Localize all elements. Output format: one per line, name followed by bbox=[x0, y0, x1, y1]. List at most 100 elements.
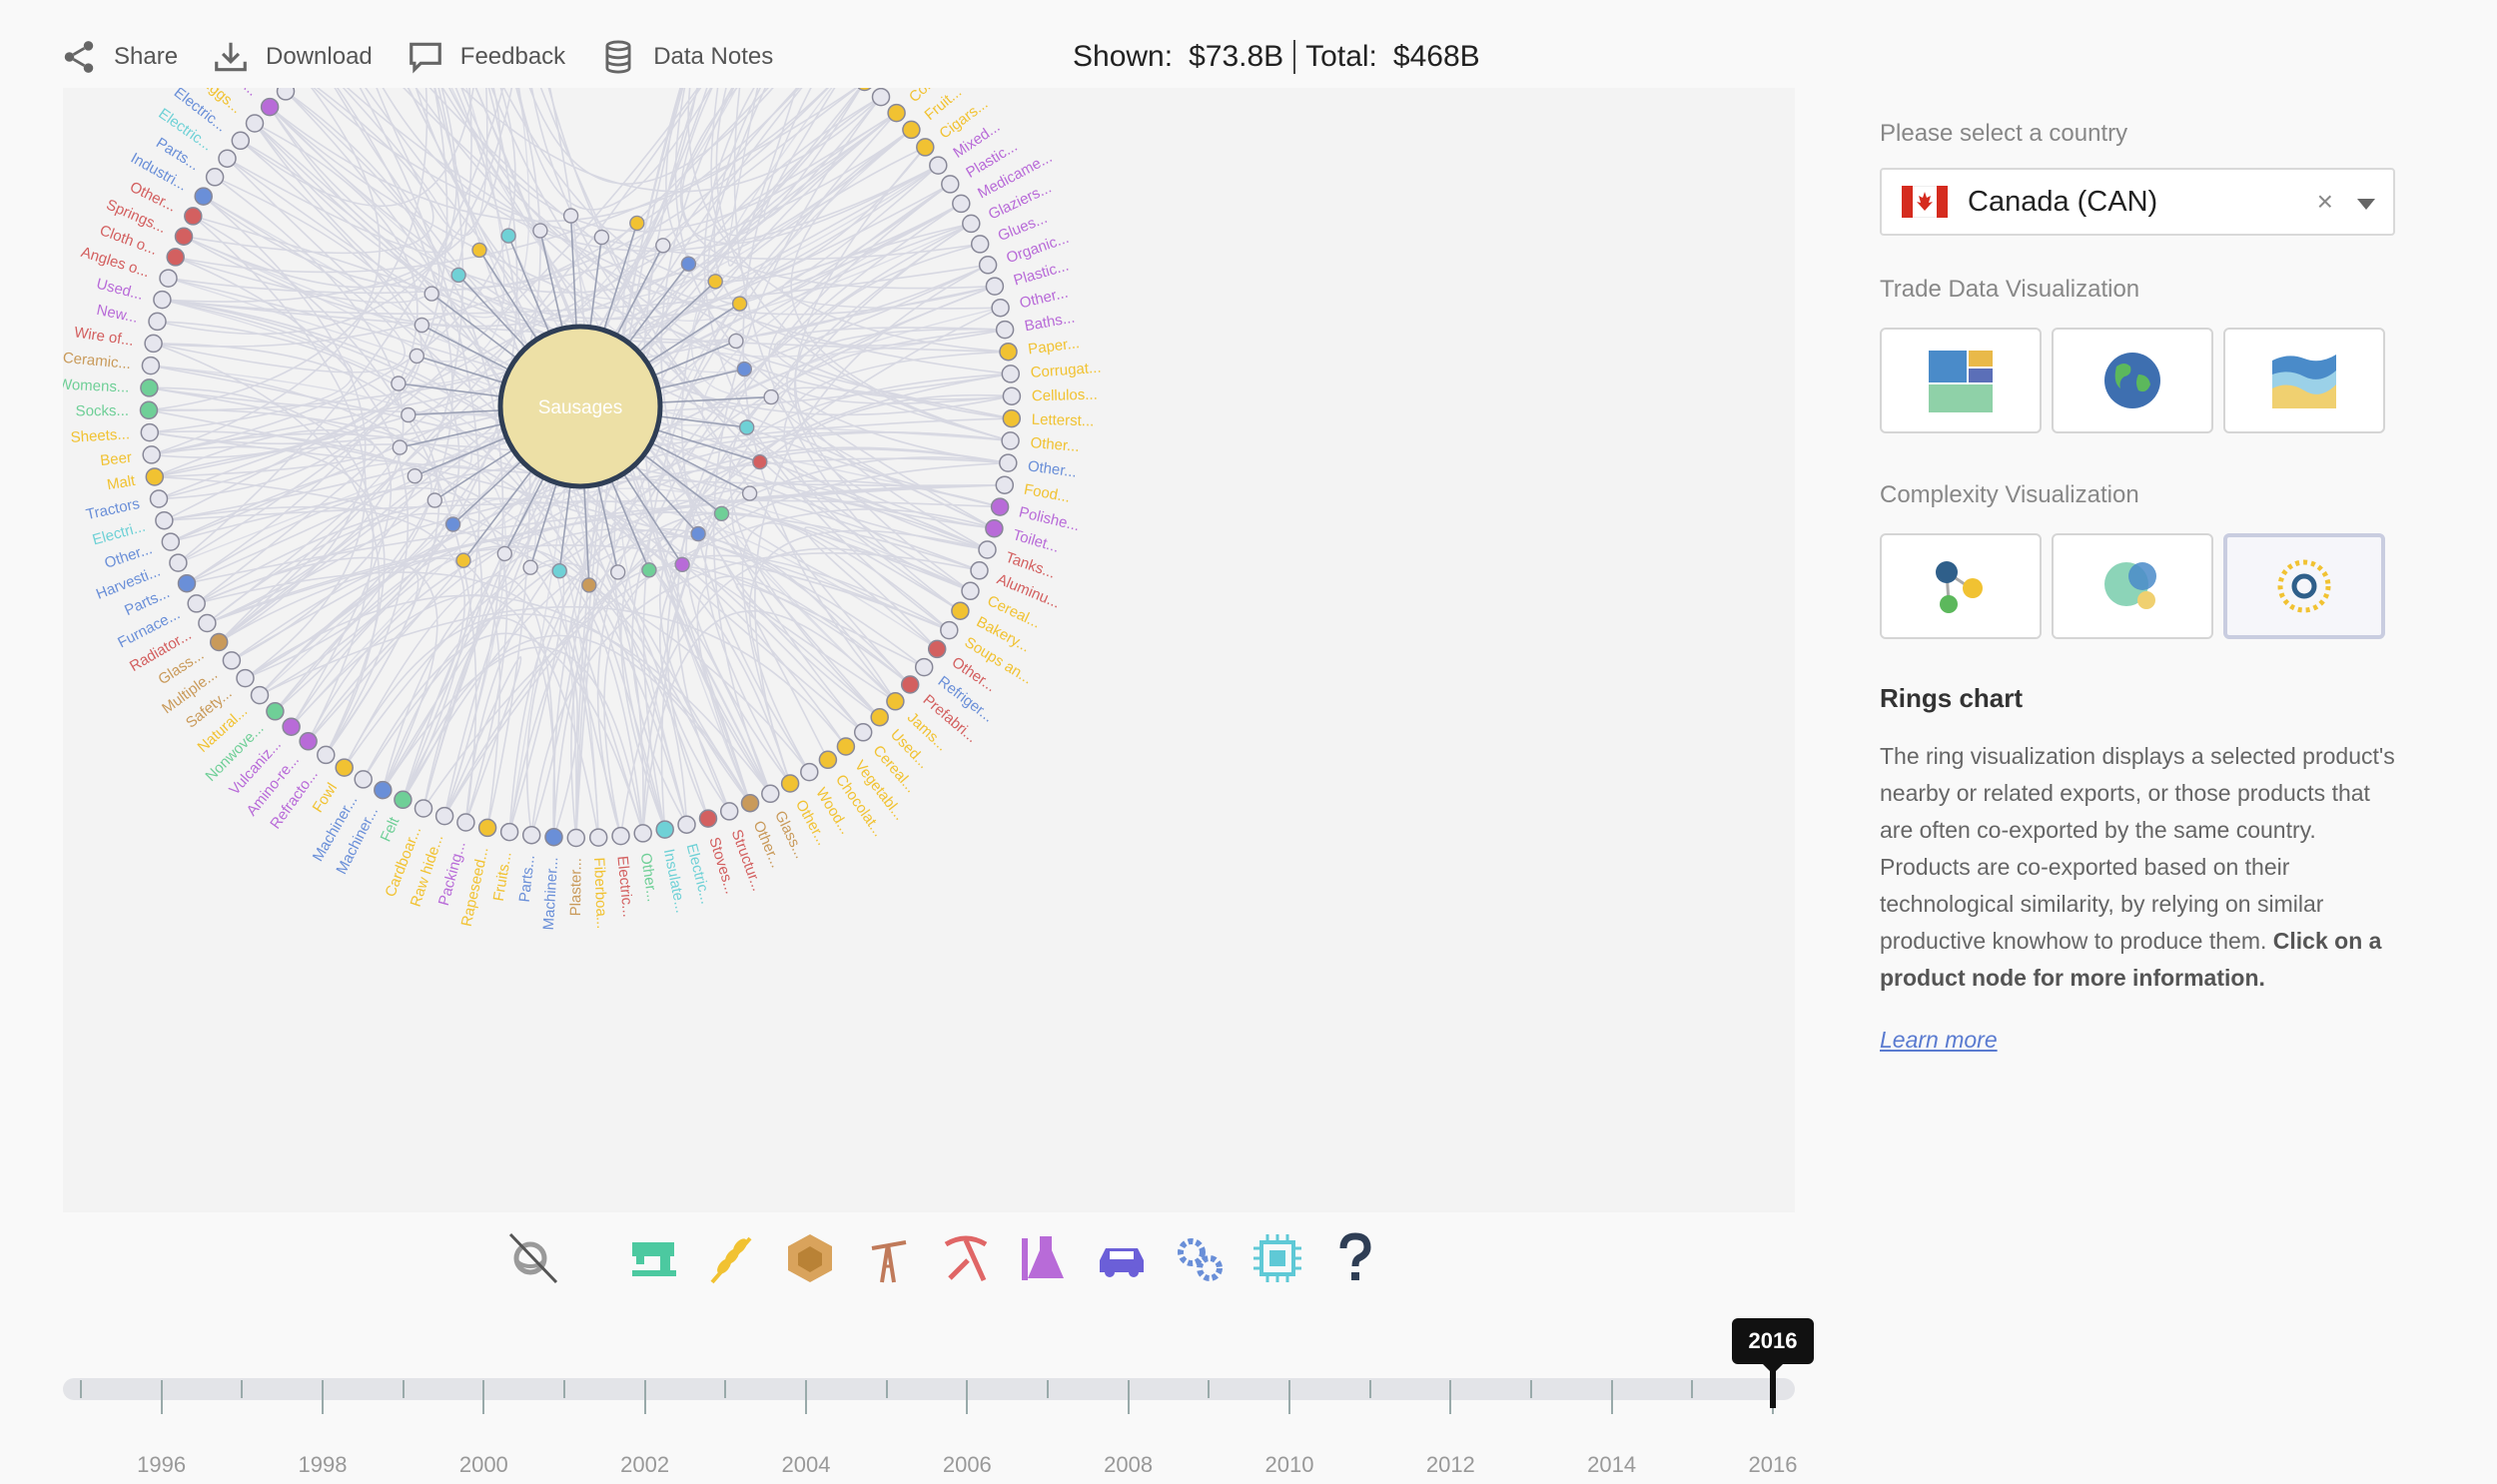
inner-product-node[interactable] bbox=[423, 286, 439, 302]
product-label[interactable]: Insulate... bbox=[660, 848, 689, 915]
inner-product-node[interactable] bbox=[450, 267, 466, 284]
outer-product-node[interactable] bbox=[818, 750, 838, 770]
outer-product-node[interactable] bbox=[231, 131, 251, 151]
outer-product-node[interactable] bbox=[153, 290, 172, 310]
outer-product-node[interactable] bbox=[962, 214, 981, 234]
outer-product-node[interactable] bbox=[149, 489, 169, 508]
outer-product-node[interactable] bbox=[198, 613, 217, 633]
inner-product-node[interactable] bbox=[401, 406, 416, 423]
product-label[interactable]: Womens... bbox=[63, 375, 130, 395]
outer-product-node[interactable] bbox=[140, 378, 159, 397]
outer-product-node[interactable] bbox=[856, 88, 873, 92]
outer-product-node[interactable] bbox=[853, 723, 873, 742]
inner-product-node[interactable] bbox=[680, 256, 697, 272]
outer-product-node[interactable] bbox=[434, 806, 454, 826]
outer-product-node[interactable] bbox=[916, 138, 935, 157]
product-label[interactable]: Tractors bbox=[85, 495, 142, 523]
timeline-year-label[interactable]: 2014 bbox=[1587, 1452, 1637, 1477]
outer-product-node[interactable] bbox=[140, 422, 160, 442]
product-label[interactable]: New... bbox=[95, 302, 139, 327]
outer-product-node[interactable] bbox=[900, 675, 920, 694]
outer-product-node[interactable] bbox=[194, 187, 213, 206]
outer-product-node[interactable] bbox=[456, 813, 475, 832]
share-button[interactable]: Share bbox=[60, 38, 178, 76]
inner-product-node[interactable] bbox=[581, 577, 597, 593]
outer-product-node[interactable] bbox=[970, 235, 990, 254]
outer-product-node[interactable] bbox=[990, 497, 1010, 516]
outer-product-node[interactable] bbox=[719, 802, 739, 821]
vehicles-filter-button[interactable] bbox=[1094, 1230, 1150, 1286]
chemicals-filter-button[interactable] bbox=[1016, 1230, 1072, 1286]
center-product-node[interactable] bbox=[497, 324, 663, 489]
outer-product-node[interactable] bbox=[800, 762, 819, 782]
outer-product-node[interactable] bbox=[1001, 431, 1020, 450]
outer-product-node[interactable] bbox=[245, 114, 265, 133]
outer-product-node[interactable] bbox=[521, 825, 541, 845]
outer-product-node[interactable] bbox=[499, 822, 519, 842]
inner-product-node[interactable] bbox=[500, 228, 516, 244]
outer-product-node[interactable] bbox=[611, 826, 630, 846]
outer-product-node[interactable] bbox=[985, 518, 1004, 538]
stone-filter-button[interactable] bbox=[782, 1230, 838, 1286]
outer-product-node[interactable] bbox=[218, 149, 237, 168]
product-label[interactable]: Wire of... bbox=[73, 324, 135, 350]
outer-product-node[interactable] bbox=[929, 156, 948, 175]
outer-product-node[interactable] bbox=[927, 639, 947, 659]
outer-product-node[interactable] bbox=[299, 732, 318, 751]
inner-product-node[interactable] bbox=[409, 348, 424, 365]
outer-product-node[interactable] bbox=[161, 532, 181, 551]
outer-product-node[interactable] bbox=[1002, 386, 1022, 405]
outer-product-node[interactable] bbox=[477, 818, 497, 838]
product-label[interactable]: Electric... bbox=[613, 855, 636, 918]
outer-product-node[interactable] bbox=[139, 400, 159, 420]
outer-product-node[interactable] bbox=[978, 540, 997, 559]
rings-button[interactable] bbox=[2223, 533, 2385, 639]
product-label[interactable]: Paper... bbox=[1027, 335, 1080, 358]
timeline-year-label[interactable]: 1998 bbox=[298, 1452, 348, 1477]
inner-product-node[interactable] bbox=[707, 274, 723, 290]
chevron-down-icon[interactable] bbox=[2357, 199, 2375, 210]
timeline-year-label[interactable]: 2010 bbox=[1264, 1452, 1314, 1477]
outer-product-node[interactable] bbox=[902, 120, 921, 140]
electronics-filter-button[interactable] bbox=[1249, 1230, 1305, 1286]
outer-product-node[interactable] bbox=[970, 561, 989, 580]
product-label[interactable]: Beer bbox=[99, 449, 132, 469]
outer-product-node[interactable] bbox=[169, 553, 188, 572]
outer-product-node[interactable] bbox=[836, 737, 856, 756]
product-label[interactable]: Other... bbox=[1018, 285, 1070, 313]
download-button[interactable]: Download bbox=[212, 38, 373, 76]
other-filter-button[interactable] bbox=[1327, 1230, 1383, 1286]
outer-product-node[interactable] bbox=[1001, 365, 1021, 383]
outer-product-node[interactable] bbox=[209, 632, 229, 652]
inner-product-node[interactable] bbox=[731, 296, 748, 312]
inner-product-node[interactable] bbox=[610, 564, 626, 580]
product-label[interactable]: Socks... bbox=[76, 402, 130, 419]
outer-product-node[interactable] bbox=[266, 702, 285, 721]
product-label[interactable]: Plaster... bbox=[567, 858, 585, 917]
outer-product-node[interactable] bbox=[780, 774, 800, 793]
no-category-filter-button[interactable] bbox=[504, 1230, 560, 1286]
country-select[interactable]: Canada (CAN) × bbox=[1880, 168, 2395, 236]
outer-product-node[interactable] bbox=[940, 620, 959, 640]
product-label[interactable]: Cellulos... bbox=[1032, 386, 1098, 405]
outer-product-node[interactable] bbox=[698, 809, 718, 828]
product-label[interactable]: Fiberboa... bbox=[590, 857, 610, 929]
outer-product-node[interactable] bbox=[222, 651, 242, 670]
outer-product-node[interactable] bbox=[187, 594, 206, 613]
outer-product-node[interactable] bbox=[952, 194, 971, 214]
outer-product-node[interactable] bbox=[141, 356, 161, 375]
outer-product-node[interactable] bbox=[887, 103, 906, 123]
outer-product-node[interactable] bbox=[394, 790, 413, 810]
inner-product-node[interactable] bbox=[655, 238, 671, 254]
outer-product-node[interactable] bbox=[159, 269, 178, 288]
inner-product-node[interactable] bbox=[736, 361, 752, 377]
inner-product-node[interactable] bbox=[674, 556, 690, 572]
outer-product-node[interactable] bbox=[886, 692, 905, 711]
product-label[interactable]: Parts... bbox=[516, 854, 538, 903]
outer-product-node[interactable] bbox=[870, 707, 889, 727]
inner-product-node[interactable] bbox=[455, 552, 471, 568]
geo-map-button[interactable] bbox=[2052, 328, 2213, 433]
timeline-year-label[interactable]: 2002 bbox=[620, 1452, 670, 1477]
inner-product-node[interactable] bbox=[551, 563, 567, 579]
product-label[interactable]: Other... bbox=[1027, 457, 1078, 480]
